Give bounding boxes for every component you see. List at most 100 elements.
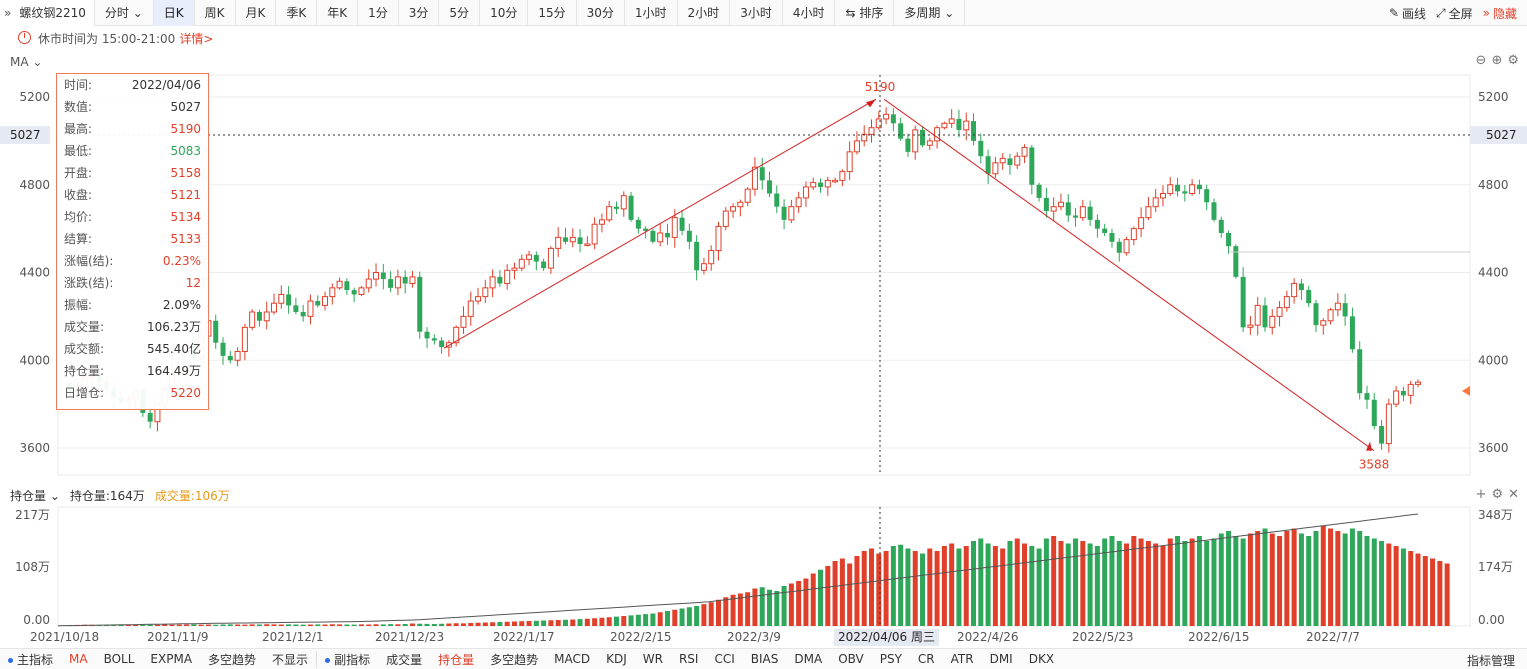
sub-indicator-9[interactable]: BIAS: [750, 652, 779, 666]
main-indicator-3[interactable]: 多空趋势: [208, 652, 257, 667]
symbol-selector[interactable]: » 螺纹钢2210: [0, 0, 95, 26]
period-tab-0[interactable]: 分时 ⌄: [95, 0, 154, 26]
y-tick-label: 4000: [19, 353, 50, 367]
settings-gear-icon[interactable]: ⚙: [1491, 487, 1504, 502]
period-tab-9[interactable]: 10分: [480, 0, 529, 26]
volume-bar: [570, 619, 576, 626]
volume-openinterest-chart[interactable]: 217万 108万 0.00 348万 174万 0.00: [0, 480, 1527, 630]
volume-bar: [701, 604, 707, 626]
period-tab-4[interactable]: 季K: [276, 0, 318, 26]
period-tab-15[interactable]: 4小时: [783, 0, 836, 26]
volume-bar: [300, 624, 306, 626]
sub-indicator-13[interactable]: CR: [917, 652, 935, 666]
trend-arrow-down: [1366, 441, 1372, 451]
volume-bar: [1102, 538, 1108, 626]
volume-bar: [781, 586, 787, 626]
period-tab-7[interactable]: 3分: [399, 0, 440, 26]
candle-body: [920, 129, 926, 146]
sub-indicator-12[interactable]: PSY: [879, 652, 902, 666]
period-tab-12[interactable]: 1小时: [625, 0, 678, 26]
notice-details-link[interactable]: 详情>: [179, 31, 214, 46]
fullscreen-label: 全屏: [1448, 6, 1473, 21]
candle-body: [482, 287, 489, 298]
sub-indicator-3[interactable]: 多空趋势: [490, 652, 539, 667]
candle-body: [1130, 228, 1137, 241]
volume-bar: [715, 599, 721, 626]
sub-indicator-4[interactable]: MACD: [554, 652, 591, 666]
volume-bar: [351, 624, 357, 626]
candle-body: [453, 326, 460, 344]
volume-bar: [482, 622, 488, 626]
period-tab-10[interactable]: 15分: [528, 0, 577, 26]
close-icon[interactable]: ✕: [1508, 487, 1519, 502]
candle-body: [1400, 390, 1406, 396]
volume-y-tick-right: 174万: [1478, 560, 1513, 574]
expand-icon: ⤢: [1436, 5, 1446, 20]
oi-indicator-dropdown[interactable]: 持仓量 ⌄: [10, 489, 60, 503]
sub-indicator-11[interactable]: OBV: [838, 652, 864, 666]
draw-line-button[interactable]: ✎ 画线: [1389, 5, 1426, 22]
volume-bar: [1386, 543, 1392, 626]
candle-body: [409, 276, 416, 284]
volume-bar: [1167, 538, 1173, 626]
sub-indicator-2[interactable]: 持仓量: [438, 652, 475, 667]
info-value: 106.23万: [147, 320, 201, 334]
sub-indicator-15[interactable]: DMI: [989, 652, 1013, 666]
info-key: 成交额:: [64, 342, 105, 356]
volume-bar: [1298, 533, 1304, 626]
period-tab-14[interactable]: 3小时: [730, 0, 783, 26]
sub-indicator-5[interactable]: KDJ: [606, 652, 627, 666]
candle-body: [417, 276, 423, 332]
sort-button[interactable]: ⇆ 排序: [835, 0, 895, 26]
period-tab-1[interactable]: 日K: [153, 0, 195, 26]
main-indicator-1[interactable]: BOLL: [103, 652, 135, 666]
volume-bar: [730, 594, 736, 626]
volume-bar: [497, 622, 503, 626]
volume-bar: [978, 538, 984, 626]
candle-body: [263, 311, 270, 322]
candle-body: [220, 342, 226, 356]
candlestick-chart[interactable]: 5200 5200 4800 4800 4400 4400 4000 4000 3600 3600…: [0, 50, 1527, 480]
info-value: 5158: [170, 166, 201, 180]
sub-indicator-10[interactable]: DMA: [794, 652, 823, 666]
main-indicator-2[interactable]: EXPMA: [150, 652, 193, 666]
volume-bar: [1422, 556, 1428, 626]
period-tab-5[interactable]: 年K: [317, 0, 359, 26]
candle-body: [751, 166, 758, 190]
sub-indicator-14[interactable]: ATR: [950, 652, 974, 666]
period-tab-6[interactable]: 1分: [358, 0, 399, 26]
volume-bar: [628, 615, 634, 626]
candle-body: [679, 217, 685, 231]
candle-body: [562, 237, 568, 242]
volume-bar: [460, 623, 466, 626]
candle-body: [271, 302, 278, 313]
period-tab-13[interactable]: 2小时: [678, 0, 731, 26]
settings-gear-icon[interactable]: ⚙: [1507, 53, 1519, 68]
ma-indicator-dropdown[interactable]: MA ⌄: [10, 55, 43, 69]
period-tab-3[interactable]: 月K: [236, 0, 277, 26]
period-tab-2[interactable]: 周K: [195, 0, 236, 26]
main-indicator-0[interactable]: MA: [69, 652, 88, 666]
fullscreen-button[interactable]: ⤢ 全屏: [1436, 5, 1473, 22]
candle-body: [1226, 233, 1232, 247]
double-chevron-right-icon: »: [1482, 6, 1490, 20]
info-key: 均价:: [64, 210, 93, 224]
multi-period-dropdown[interactable]: 多周期 ⌄: [894, 0, 966, 26]
main-indicator-4[interactable]: 不显示: [272, 652, 309, 667]
info-value: 545.40亿: [147, 342, 201, 356]
candle-body: [606, 206, 613, 221]
period-tab-8[interactable]: 5分: [439, 0, 481, 26]
zoom-in-icon[interactable]: ⊕: [1491, 53, 1503, 68]
candle-body: [715, 225, 722, 252]
period-tab-11[interactable]: 30分: [577, 0, 625, 26]
indicator-manage-button[interactable]: 指标管理: [1466, 654, 1515, 668]
zoom-out-icon[interactable]: ⊖: [1475, 53, 1487, 68]
double-chevron-icon[interactable]: »: [4, 5, 12, 20]
sub-indicator-6[interactable]: WR: [642, 652, 663, 666]
sub-indicator-1[interactable]: 成交量: [386, 652, 423, 667]
sub-indicator-7[interactable]: RSI: [678, 652, 699, 666]
add-icon[interactable]: +: [1475, 487, 1487, 502]
sub-indicator-8[interactable]: CCI: [714, 652, 735, 666]
sub-indicator-16[interactable]: DKX: [1028, 652, 1055, 666]
hide-button[interactable]: » 隐藏: [1483, 5, 1517, 22]
